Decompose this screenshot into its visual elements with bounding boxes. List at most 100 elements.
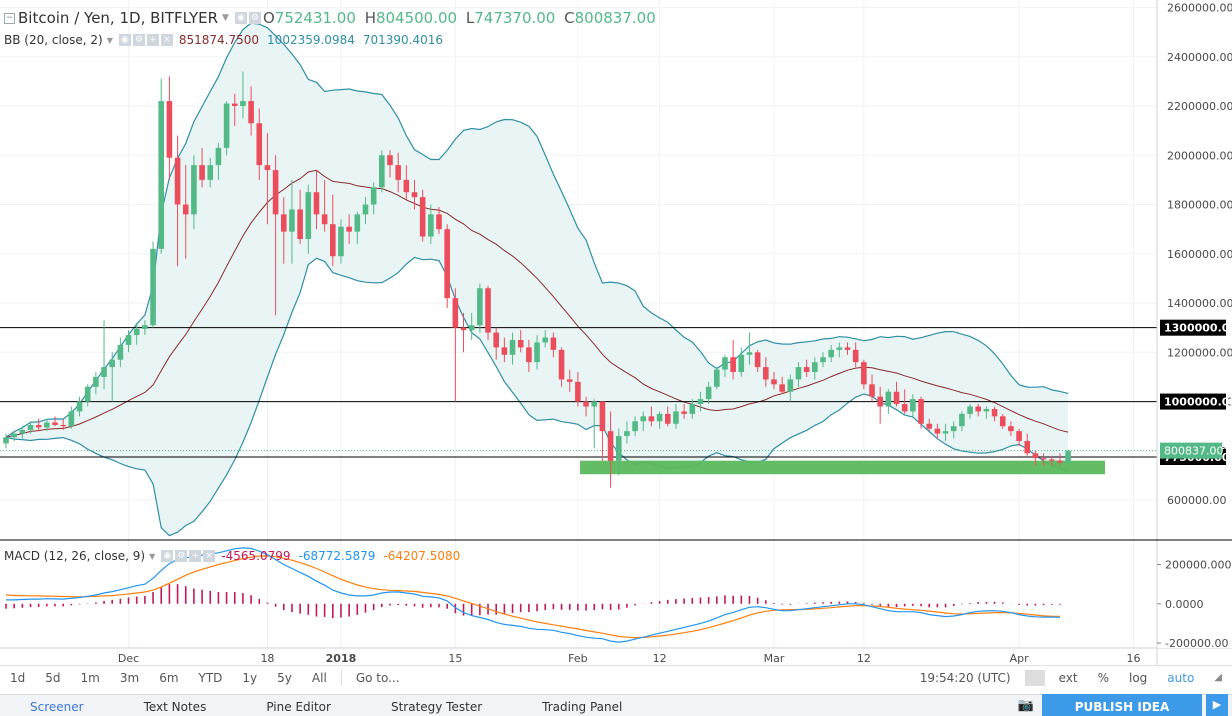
price-tick-label: 2000000.00: [1167, 149, 1232, 162]
candle: [338, 226, 344, 257]
candle: [346, 226, 352, 232]
eye-icon[interactable]: ◉: [161, 550, 174, 562]
chevron-down-icon[interactable]: ▼: [106, 35, 113, 45]
ohlc-values: O752431.00 H804500.00 L747370.00 C800837…: [262, 9, 656, 27]
add-icon[interactable]: +: [189, 550, 202, 562]
bb-lower-line: [5, 256, 1069, 537]
candle: [934, 428, 941, 434]
tf-6m[interactable]: 6m: [159, 670, 179, 685]
candle: [1057, 460, 1063, 463]
settings-icon[interactable]: ◢: [1214, 672, 1222, 683]
goto-button[interactable]: Go to...: [355, 670, 400, 685]
candle: [509, 339, 516, 355]
candle: [950, 426, 957, 432]
publish-idea-button[interactable]: PUBLISH IDEA: [1042, 694, 1202, 716]
candle: [428, 214, 434, 237]
candle: [615, 436, 622, 461]
chevron-down-icon[interactable]: ▼: [149, 551, 156, 561]
candle: [370, 187, 377, 205]
candle: [52, 422, 58, 425]
candle: [656, 413, 663, 422]
chevron-down-icon[interactable]: ▼: [222, 13, 229, 23]
collapse-icon[interactable]: −: [4, 12, 15, 24]
tf-5d[interactable]: 5d: [45, 670, 61, 685]
tf-1m[interactable]: 1m: [80, 670, 100, 685]
candle: [493, 332, 499, 348]
candle: [191, 165, 197, 215]
candle: [607, 431, 614, 461]
gear-icon[interactable]: ⚙: [248, 12, 261, 24]
candle: [591, 401, 598, 407]
candle: [436, 214, 442, 230]
candle: [942, 431, 949, 434]
candle: [231, 103, 238, 107]
close-icon[interactable]: ×: [160, 34, 173, 46]
tf-1y[interactable]: 1y: [242, 670, 258, 685]
x-tick-label: 18: [260, 652, 274, 665]
tf-1d[interactable]: 1d: [10, 670, 26, 685]
candle: [795, 367, 802, 380]
tf-3m[interactable]: 3m: [119, 670, 140, 685]
ext-toggle[interactable]: ext: [1058, 670, 1078, 685]
candle: [109, 359, 116, 368]
candle: [84, 386, 91, 402]
close-icon[interactable]: ×: [203, 550, 216, 562]
candle: [117, 344, 124, 360]
gear-icon[interactable]: ⚙: [132, 34, 145, 46]
candle: [256, 123, 263, 166]
play-icon[interactable]: ▶: [1206, 694, 1228, 716]
candle: [689, 404, 696, 414]
gear-icon[interactable]: ⚙: [175, 550, 188, 562]
candle: [803, 367, 810, 373]
eye-icon[interactable]: ◉: [118, 34, 131, 46]
bb-fill: [6, 23, 1069, 536]
candle: [477, 288, 483, 326]
macd-signal-line: [5, 555, 1060, 639]
symbol-legend: − Bitcoin / Yen, 1D, BITFLYER ▼ ◉ ⚙ O752…: [4, 9, 660, 27]
tf-all[interactable]: All: [311, 670, 327, 685]
add-icon[interactable]: +: [146, 34, 159, 46]
candle: [975, 406, 982, 412]
candle: [419, 197, 426, 237]
x-tick-label: 15: [448, 652, 462, 665]
log-toggle[interactable]: log: [1128, 670, 1148, 685]
candle: [844, 347, 851, 350]
candle: [158, 101, 165, 249]
eye-icon[interactable]: ◉: [234, 12, 247, 24]
macd-legend: MACD (12, 26, close, 9) ▼ ◉ ⚙ + × -4565.…: [4, 549, 460, 563]
bb-lower-value: 701390.4016: [362, 33, 444, 47]
percent-toggle[interactable]: %: [1097, 670, 1109, 685]
tf-5y[interactable]: 5y: [277, 670, 292, 685]
tab-trading-panel[interactable]: Trading Panel: [542, 700, 623, 714]
candle: [787, 379, 794, 392]
tab-pine-editor[interactable]: Pine Editor: [266, 700, 331, 714]
auto-toggle[interactable]: auto: [1167, 670, 1195, 685]
macd-tick-label: -200000.00: [1165, 637, 1228, 650]
candle: [452, 298, 459, 328]
price-chart[interactable]: 600000.00800000.001000000.001200000.0014…: [0, 0, 1232, 665]
divider: [1024, 669, 1045, 686]
candle: [517, 339, 524, 348]
macd-label: MACD (12, 26, close, 9): [4, 549, 146, 563]
candle: [501, 347, 508, 355]
candle: [101, 367, 107, 377]
candle: [632, 421, 638, 432]
candle: [754, 352, 761, 368]
tab-strategy-tester[interactable]: Strategy Tester: [390, 700, 483, 714]
tab-text-notes[interactable]: Text Notes: [143, 700, 207, 714]
candle: [566, 379, 573, 382]
last-price-tag: [1160, 442, 1222, 459]
candle: [820, 357, 826, 363]
candle: [174, 157, 181, 205]
candle: [901, 404, 908, 412]
candle: [387, 155, 393, 166]
candle: [861, 362, 867, 385]
camera-icon[interactable]: 📷: [1017, 698, 1034, 713]
candle: [411, 192, 418, 198]
line-price-tag: [1160, 319, 1226, 336]
candle: [240, 101, 246, 107]
tab-screener[interactable]: Screener: [30, 700, 84, 714]
candle: [967, 406, 973, 414]
candle: [1032, 453, 1039, 459]
tf-ytd[interactable]: YTD: [198, 670, 223, 685]
